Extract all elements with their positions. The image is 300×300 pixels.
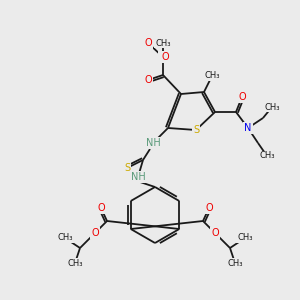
Text: CH₃: CH₃ bbox=[155, 38, 171, 47]
Text: NH: NH bbox=[146, 138, 160, 148]
Text: O: O bbox=[205, 203, 213, 213]
Text: CH₃: CH₃ bbox=[227, 259, 243, 268]
Text: CH₃: CH₃ bbox=[259, 152, 275, 160]
Text: CH₃: CH₃ bbox=[67, 259, 83, 268]
Text: O: O bbox=[238, 92, 246, 102]
Text: CH₃: CH₃ bbox=[204, 71, 220, 80]
Text: S: S bbox=[124, 163, 130, 173]
Text: O: O bbox=[97, 203, 105, 213]
Text: CH₃: CH₃ bbox=[237, 233, 253, 242]
Text: S: S bbox=[193, 125, 199, 135]
Text: CH₃: CH₃ bbox=[264, 103, 280, 112]
Text: NH: NH bbox=[130, 172, 146, 182]
Text: CH₃: CH₃ bbox=[57, 233, 73, 242]
Text: O: O bbox=[91, 228, 99, 238]
Text: O: O bbox=[144, 38, 152, 48]
Text: O: O bbox=[161, 52, 169, 62]
Text: O: O bbox=[159, 52, 167, 62]
Text: O: O bbox=[144, 75, 152, 85]
Text: N: N bbox=[244, 123, 252, 133]
Text: O: O bbox=[211, 228, 219, 238]
